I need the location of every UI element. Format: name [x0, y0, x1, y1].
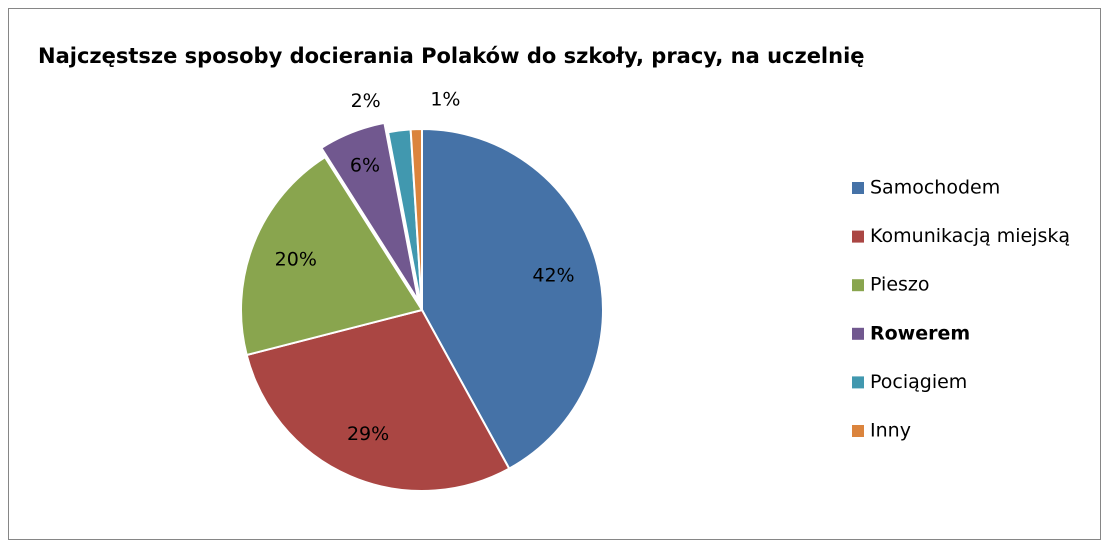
legend-label: Samochodem	[870, 177, 1000, 199]
legend-label: Pieszo	[870, 274, 930, 296]
legend-swatch	[852, 425, 864, 437]
legend-swatch	[852, 376, 864, 389]
pie-slice	[421, 127, 604, 470]
legend-label: Inny	[870, 420, 911, 442]
chart-title: Najczęstsze sposoby docierania Polaków d…	[38, 44, 865, 68]
legend-swatch	[852, 327, 864, 340]
data-label: 1%	[430, 89, 460, 111]
pie-slice	[319, 121, 420, 302]
legend-label: Komunikacją miejską	[870, 225, 1070, 247]
data-label: 29%	[347, 423, 389, 445]
pie-slice	[240, 155, 424, 357]
legend-label: Rowerem	[870, 322, 970, 344]
pie-slice	[409, 127, 423, 311]
data-label: 6%	[350, 155, 380, 177]
data-label: 42%	[532, 265, 574, 287]
legend-swatch	[852, 182, 864, 194]
legend-label: Pociągiem	[870, 371, 967, 393]
pie-slice	[245, 308, 511, 492]
legend-swatch	[852, 279, 864, 292]
legend-swatch	[852, 230, 864, 243]
data-label: 20%	[275, 249, 317, 271]
data-label: 2%	[351, 90, 381, 112]
